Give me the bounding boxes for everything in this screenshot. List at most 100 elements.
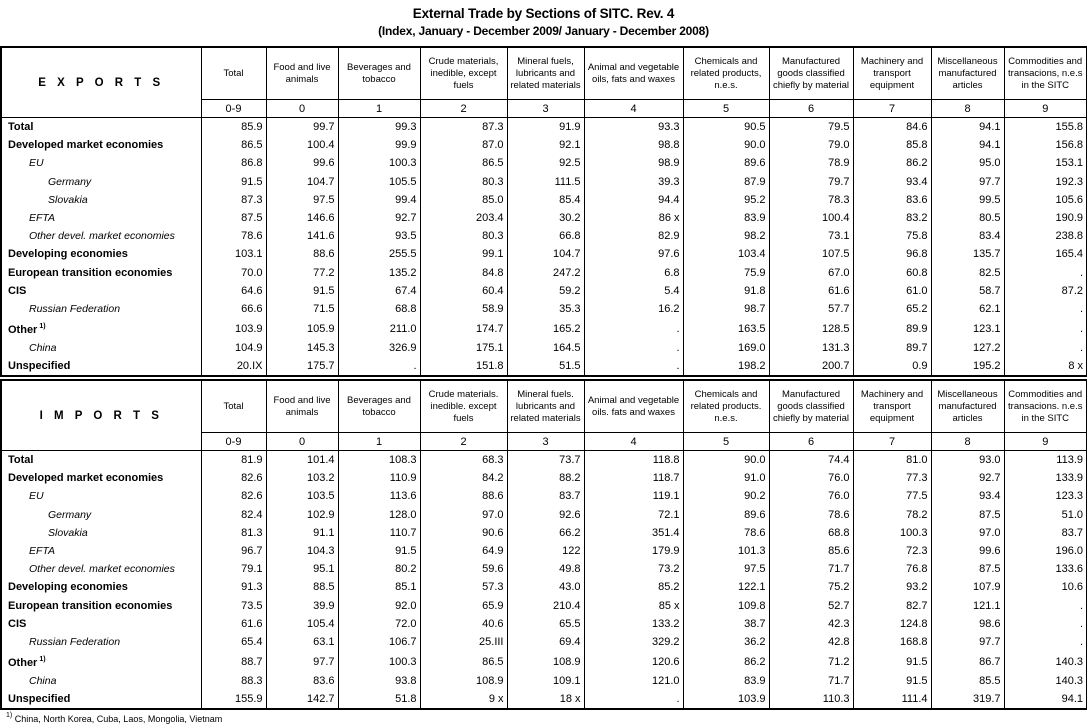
sitc-code: 7 [852,99,932,118]
cell-value: 105.6 [1003,190,1087,209]
row-label-text: CIS [8,617,27,630]
cell-value: 83.9 [682,208,770,228]
cell-value: 113.6 [337,487,421,506]
cell-value: 77.3 [852,469,932,488]
cell-value: 153.1 [1003,154,1087,173]
cell-value: 93.4 [930,487,1005,506]
cell-value: 103.5 [265,487,339,506]
table-row: European transition economies 73.5 39.9 92.… [0,596,1087,615]
table-row: Russian Federation 66.6 71.5 68.8 58.9 35.3 16… [0,299,1087,319]
column-header: Commodities and transacions. n.e.s in th… [1003,380,1087,433]
row-label-text: European transition economies [8,266,173,279]
cell-value: 51.0 [1003,505,1087,524]
cell-value: 66.8 [506,227,585,246]
cell-value: 71.5 [265,299,339,319]
cell-value: 146.6 [265,208,339,228]
cell-value: 319.7 [930,690,1005,710]
cell-value: 65.4 [200,632,267,652]
cell-value: 99.5 [930,190,1005,209]
cell-value: 90.6 [419,523,508,542]
row-label-text: Russian Federation [29,302,121,315]
row-label: EFTA [0,208,202,228]
cell-value: 85.4 [506,190,585,209]
cell-value: 94.1 [1003,690,1087,710]
column-header: Chemicals and related products, n.e.s. [682,47,770,100]
cell-value: 72.3 [852,541,932,561]
row-label: Unspecified [0,690,202,710]
cell-value: 108.9 [506,651,585,673]
cell-value: 155.9 [200,690,267,710]
table-row: Other devel. market economies 79.1 95.1 80.… [0,560,1087,579]
row-label: Developing economies [0,578,202,597]
table-row: Germany 82.4 102.9 128.0 97.0 92.6 72.1 89.6 78.… [0,505,1087,524]
cell-value: 91.3 [200,578,267,597]
row-label: China [0,339,202,358]
column-header: Manufactured goods classified chiefly by… [768,380,854,433]
cell-value: 74.4 [768,450,854,470]
cell-value: 92.7 [337,208,421,228]
cell-value: 83.2 [852,208,932,228]
cell-value: 82.5 [930,263,1005,282]
cell-value: 102.9 [265,505,339,524]
table-row: Developing economies 103.1 88.6 255.5 99.1 10… [0,245,1087,264]
cell-value: 78.6 [768,505,854,524]
cell-value: 36.2 [682,632,770,652]
cell-value: 84.2 [419,469,508,488]
cell-value: 111.5 [506,172,585,191]
sitc-code: 9 [1003,99,1087,118]
cell-value: 96.7 [200,541,267,561]
row-label: EFTA [0,541,202,561]
cell-value: 118.8 [583,450,684,470]
cell-value: 99.6 [265,154,339,173]
cell-value: 63.1 [265,632,339,652]
cell-value: 87.5 [930,505,1005,524]
row-label: Slovakia [0,190,202,209]
cell-value: 86.5 [419,154,508,173]
cell-value: 86.7 [930,651,1005,673]
cell-value: 101.4 [265,450,339,470]
cell-value: 66.2 [506,523,585,542]
cell-value: 118.7 [583,469,684,488]
sitc-code: 4 [583,99,684,118]
cell-value: 51.5 [506,357,585,377]
cell-value: 100.4 [768,208,854,228]
cell-value: 123.1 [930,318,1005,340]
cell-value: 133.2 [583,614,684,633]
cell-value: 81.0 [852,450,932,470]
cell-value: 62.1 [930,299,1005,319]
cell-value: 93.3 [583,117,684,137]
table-row: Developed market economies 82.6 103.2 110.9… [0,469,1087,488]
column-header: Machinery and transport equipment [852,47,932,100]
cell-value: 85 x [583,596,684,615]
cell-value: 90.2 [682,487,770,506]
cell-value: 98.7 [682,299,770,319]
cell-value: 94.4 [583,190,684,209]
cell-value: 67.0 [768,263,854,282]
cell-value: 98.9 [583,154,684,173]
cell-value: 108.3 [337,450,421,470]
cell-value: 104.9 [200,339,267,358]
exports-table: E X P O R T S Total Food and live animals B… [0,46,1087,378]
cell-value: 107.5 [768,245,854,264]
row-label: Other 1) [0,651,202,673]
cell-value: 83.6 [265,672,339,691]
cell-value: 10.6 [1003,578,1087,597]
cell-value: 71.7 [768,672,854,691]
cell-value: 16.2 [583,299,684,319]
cell-value: 211.0 [337,318,421,340]
cell-value: 76.0 [768,469,854,488]
cell-value: 80.3 [419,172,508,191]
cell-value: 89.6 [682,505,770,524]
cell-value: 69.4 [506,632,585,652]
cell-value: 91.5 [337,541,421,561]
cell-value: . [583,318,684,340]
row-label: Germany [0,172,202,191]
cell-value: 85.8 [852,136,932,155]
footnote-ref: 1) [39,656,46,664]
cell-value: 108.9 [419,672,508,691]
row-label: EU [0,487,202,506]
cell-value: 89.6 [682,154,770,173]
cell-value: 140.3 [1003,672,1087,691]
cell-value: 76.8 [852,560,932,579]
row-label-text: Other [8,324,38,337]
